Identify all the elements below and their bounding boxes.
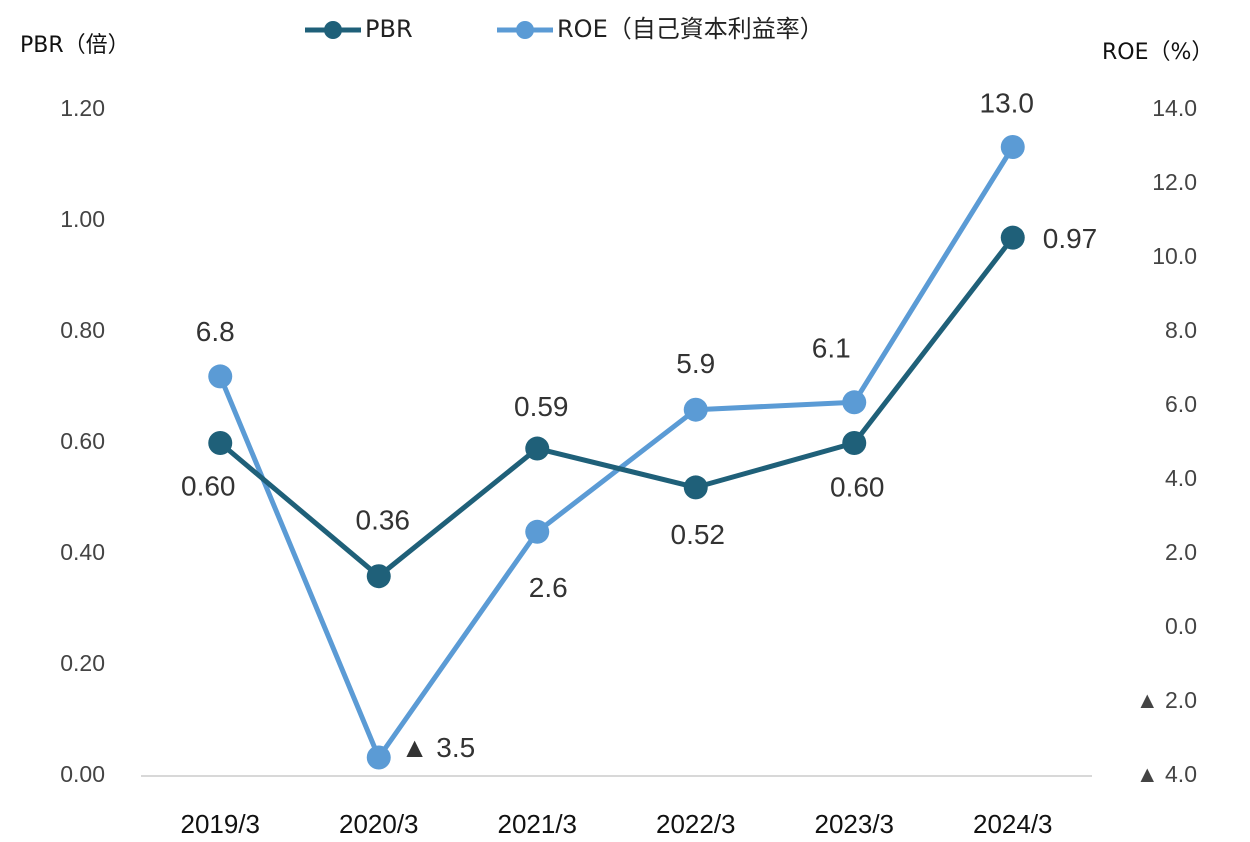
point [683,397,708,422]
point [208,364,233,389]
y2-tick-label: 6.0 [1165,391,1197,417]
x-tick-label: 2023/3 [814,809,894,839]
value-label: 5.9 [676,348,715,379]
y2-tick-label: 14.0 [1152,95,1197,121]
value-label: 0.36 [356,505,411,536]
point [525,519,550,544]
x-tick-label: 2024/3 [973,809,1053,839]
y2-tick-label: 2.0 [1165,539,1197,565]
y2-tick-label: 4.0 [1165,465,1197,491]
legend-marker [324,21,342,39]
y2-axis-label: ROE（%） [1102,40,1213,65]
y-tick-label: 0.40 [60,539,105,565]
x-tick-label: 2020/3 [339,809,419,839]
point [366,564,391,589]
y-tick-label: 0.60 [60,428,105,454]
point [1000,225,1025,250]
series-line [217,145,1015,760]
value-label: 0.60 [830,471,885,502]
value-label: 6.8 [196,316,235,347]
value-label: 13.0 [980,87,1035,118]
point [842,390,867,415]
y-tick-label: 0.00 [60,761,105,787]
value-label: 0.60 [181,470,236,501]
x-tick-label: 2021/3 [497,809,577,839]
point [683,475,708,500]
point [208,431,233,455]
y2-tick-label: ▲ 4.0 [1136,761,1197,787]
y2-tick-label: ▲ 2.0 [1136,687,1197,713]
y-tick-label: 1.20 [60,95,105,121]
point [842,431,867,455]
y-tick-label: 0.80 [60,317,105,343]
y-tick-label: 0.20 [60,650,105,676]
point [525,436,550,461]
legend-marker [516,21,534,39]
point [1000,135,1025,159]
value-label: 0.59 [514,391,569,422]
legend-label: PBR [365,15,413,43]
point [366,745,391,770]
y2-tick-label: 10.0 [1152,243,1197,269]
value-label: 0.97 [1043,223,1098,254]
x-tick-label: 2022/3 [656,809,736,839]
legend-label: ROE（自己資本利益率） [557,15,824,43]
y2-tick-label: 12.0 [1152,169,1197,195]
value-label: 2.6 [529,572,568,603]
y2-tick-label: 8.0 [1165,317,1197,343]
value-label: 0.52 [671,519,726,550]
x-tick-label: 2019/3 [180,809,260,839]
value-label: 6.1 [812,333,851,364]
series-line [218,236,1015,579]
value-label: ▲ 3.5 [401,732,475,763]
y-tick-label: 1.00 [60,206,105,232]
y-axis-label: PBR（倍） [20,33,130,58]
y2-tick-label: 0.0 [1165,613,1197,639]
